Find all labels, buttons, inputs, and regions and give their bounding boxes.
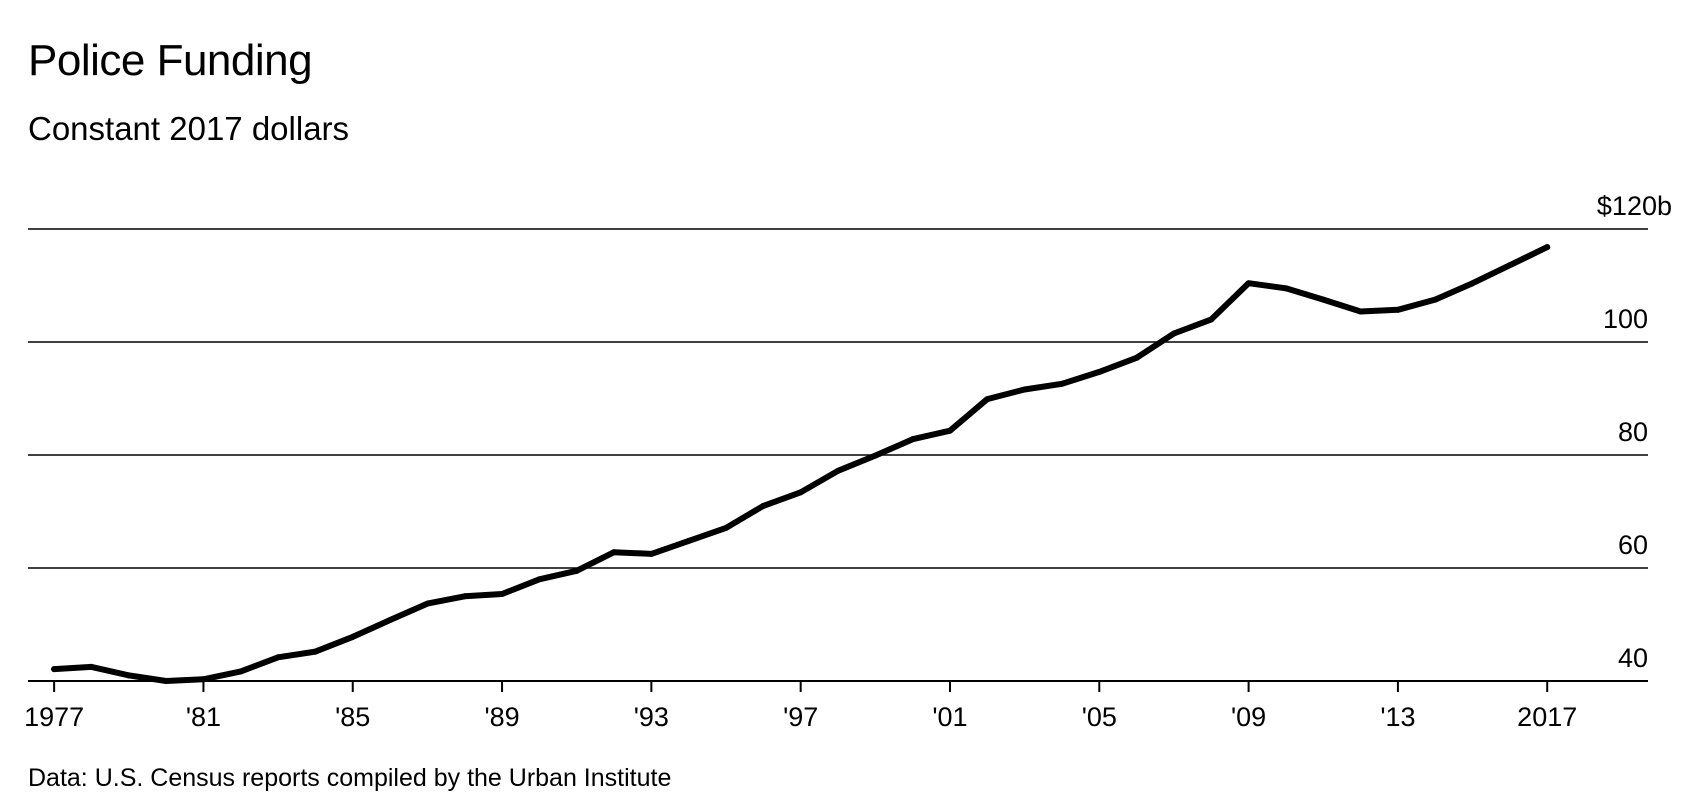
series-line-0: [51, 244, 1551, 684]
data-point-2004: [1058, 380, 1065, 387]
y-tick-label-60: 60: [1618, 530, 1648, 560]
data-point-2013: [1394, 306, 1401, 313]
data-point-1983: [275, 654, 282, 661]
y-axis-labels: $120b 100 80 60 40: [1597, 191, 1672, 673]
chart-title: Police Funding: [28, 36, 313, 85]
chart-subtitle: Constant 2017 dollars: [28, 110, 350, 147]
data-point-2017: [1544, 244, 1551, 251]
data-point-2006: [1133, 354, 1140, 361]
data-point-1995: [723, 524, 730, 531]
data-point-1985: [349, 633, 356, 640]
data-point-2014: [1432, 296, 1439, 303]
data-point-1988: [461, 593, 468, 600]
data-point-1984: [312, 648, 319, 655]
x-tick-label-1977: 1977: [24, 702, 84, 732]
x-axis: 1977 '81 '85 '89 '93 '97 '01 '05 '09 '13 2017: [24, 681, 1577, 732]
data-point-1986: [387, 616, 394, 623]
source-note: Data: U.S. Census reports compiled by th…: [28, 764, 672, 792]
x-tick-label-2013: '13: [1380, 702, 1415, 732]
data-point-1981: [200, 676, 207, 683]
data-point-1977: [51, 666, 58, 673]
data-point-2015: [1469, 280, 1476, 287]
data-point-1993: [648, 550, 655, 557]
y-tick-label-120: $120b: [1597, 191, 1672, 221]
data-point-1980: [163, 678, 170, 684]
y-tick-label-40: 40: [1618, 643, 1648, 673]
y-tick-label-100: 100: [1603, 304, 1648, 334]
data-point-2001: [946, 427, 953, 434]
data-point-2012: [1357, 308, 1364, 315]
data-point-1990: [536, 576, 543, 583]
data-point-2009: [1245, 280, 1252, 287]
data-point-1987: [424, 600, 431, 607]
x-tick-label-1981: '81: [186, 702, 221, 732]
data-point-2000: [909, 436, 916, 443]
data-point-1982: [237, 668, 244, 675]
x-tick-label-1993: '93: [634, 702, 669, 732]
data-point-2002: [984, 396, 991, 403]
data-point-1996: [760, 502, 767, 509]
data-point-2016: [1506, 262, 1513, 269]
series-layer: [51, 244, 1551, 684]
x-tick-label-1997: '97: [783, 702, 818, 732]
data-point-2005: [1096, 368, 1103, 375]
data-point-1997: [797, 489, 804, 496]
x-tick-label-2005: '05: [1082, 702, 1117, 732]
data-point-1998: [835, 467, 841, 474]
x-tick-label-1989: '89: [484, 702, 519, 732]
data-point-2010: [1282, 285, 1289, 292]
gridlines: [28, 228, 1648, 682]
data-point-1992: [611, 549, 618, 556]
data-point-2008: [1208, 316, 1215, 323]
data-point-1979: [125, 672, 132, 679]
y-tick-label-80: 80: [1618, 417, 1648, 447]
data-point-1989: [499, 590, 506, 597]
data-point-2011: [1320, 296, 1327, 303]
data-point-2007: [1170, 330, 1177, 337]
data-point-1999: [872, 452, 879, 459]
x-tick-label-1985: '85: [335, 702, 370, 732]
data-point-2003: [1021, 386, 1028, 393]
x-tick-label-2017: 2017: [1517, 702, 1577, 732]
data-point-1991: [573, 567, 580, 574]
x-tick-label-2009: '09: [1231, 702, 1266, 732]
data-point-1978: [88, 663, 95, 670]
data-point-1994: [685, 537, 692, 544]
x-tick-label-2001: '01: [932, 702, 967, 732]
